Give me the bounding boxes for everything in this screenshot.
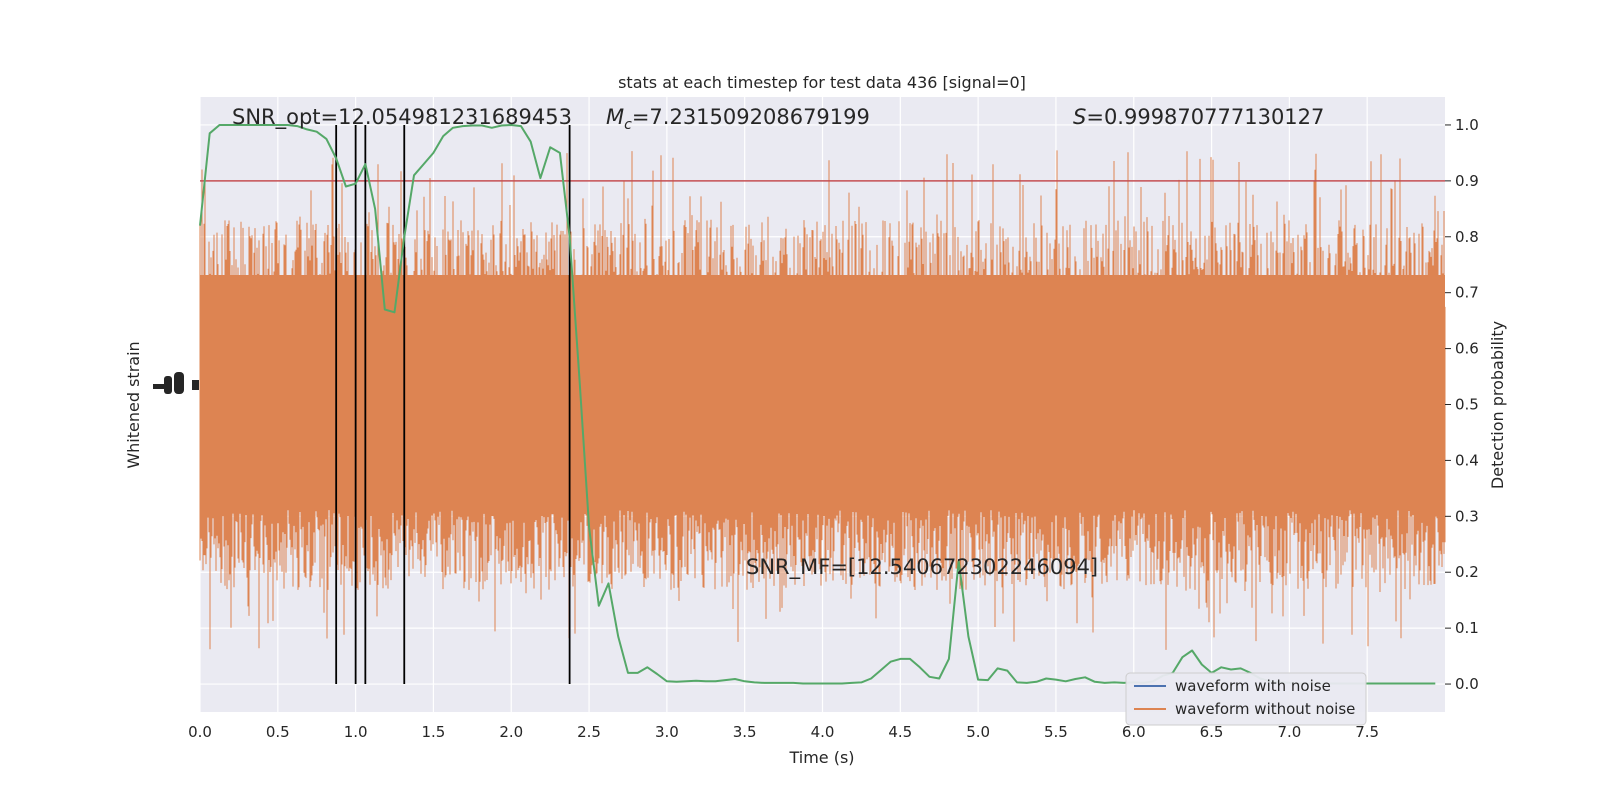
- x-tick-label: 7.0: [1277, 723, 1301, 741]
- y-tick-label: 1.0: [1455, 116, 1479, 134]
- snr-opt-annotation: SNR_opt=12.054981231689453: [232, 105, 572, 130]
- x-ticks: 0.0 0.5 1.0 1.5 2.0 2.5 3.0 3.5 4.0 4.5 5.0 5.5 6.0 6…: [188, 723, 1379, 741]
- x-tick-label: 5.0: [966, 723, 990, 741]
- chirp-mass-annotation: Mc=7.231509208679199: [606, 105, 870, 133]
- y-tick-label: 0.1: [1455, 619, 1479, 637]
- x-tick-label: 4.0: [811, 723, 835, 741]
- x-tick-label: 0.5: [266, 723, 290, 741]
- x-tick-label: 1.0: [344, 723, 368, 741]
- left-tick-cluster: [153, 372, 199, 394]
- y-tick-label: 0.0: [1455, 675, 1479, 693]
- y-tick-label: 0.5: [1455, 396, 1479, 414]
- y-tick-label: 0.9: [1455, 172, 1479, 190]
- y-tick-label: 0.6: [1455, 340, 1479, 358]
- s-annotation: S=0.999870777130127: [1073, 105, 1324, 129]
- chart-title: stats at each timestep for test data 436…: [618, 73, 1026, 92]
- x-tick-label: 6.0: [1122, 723, 1146, 741]
- vertical-markers: [335, 124, 571, 685]
- probability-line: [199, 124, 1436, 685]
- x-axis-label: Time (s): [788, 748, 854, 767]
- x-tick-label: 2.5: [577, 723, 601, 741]
- x-tick-label: 6.5: [1200, 723, 1224, 741]
- x-tick-label: 3.5: [733, 723, 757, 741]
- x-tick-label: 2.0: [499, 723, 523, 741]
- x-tick-label: 1.5: [422, 723, 446, 741]
- detection-probability: [199, 124, 1436, 685]
- y-tick-label: 0.3: [1455, 507, 1479, 525]
- strain-trace: [199, 150, 1446, 650]
- x-tick-label: 4.5: [888, 723, 912, 741]
- y-axis-right-label: Detection probability: [1488, 321, 1507, 489]
- snr-mf-annotation: SNR_MF=[12.540672302246094]: [746, 555, 1098, 580]
- legend: waveform with noise waveform without noi…: [1125, 672, 1367, 726]
- y-axis-left-label: Whitened strain: [124, 341, 143, 468]
- y-right-ticks: 0.0 0.1 0.2 0.3 0.4 0.5 0.6 0.7 0.8 0.9 1.0: [1445, 116, 1479, 693]
- legend-label-clean: waveform without noise: [1175, 700, 1355, 718]
- legend-label-noise: waveform with noise: [1175, 677, 1331, 695]
- y-tick-label: 0.8: [1455, 228, 1479, 246]
- y-tick-label: 0.4: [1455, 451, 1479, 469]
- x-tick-label: 0.0: [188, 723, 212, 741]
- x-tick-label: 3.0: [655, 723, 679, 741]
- y-tick-label: 0.7: [1455, 284, 1479, 302]
- y-tick-label: 0.2: [1455, 563, 1479, 581]
- x-tick-label: 7.5: [1355, 723, 1379, 741]
- legend-box: [1125, 672, 1367, 726]
- strain-spikes: [199, 150, 1446, 650]
- x-tick-label: 5.5: [1044, 723, 1068, 741]
